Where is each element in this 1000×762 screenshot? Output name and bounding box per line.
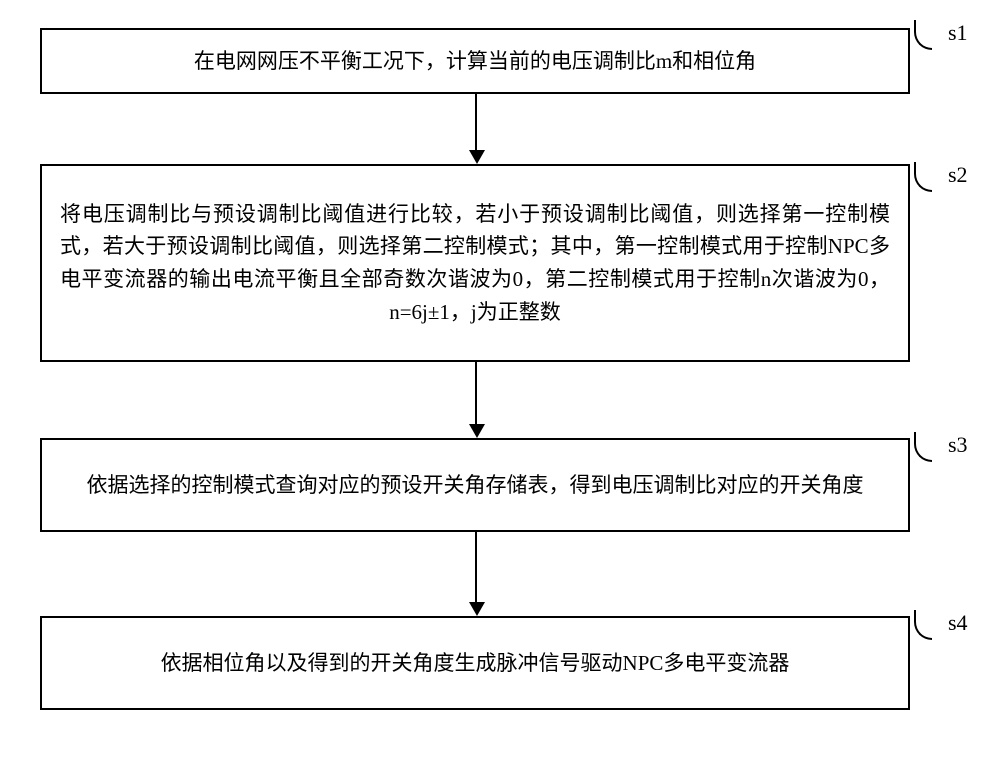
arrow-head-2 (469, 424, 485, 438)
arrow-head-1 (469, 150, 485, 164)
step-box-s4: 依据相位角以及得到的开关角度生成脉冲信号驱动NPC多电平变流器 (40, 616, 910, 710)
label-connector-s4 (914, 610, 932, 640)
label-connector-s1 (914, 20, 932, 50)
arrow-line-1 (475, 94, 477, 150)
step-box-s2: 将电压调制比与预设调制比阈值进行比较，若小于预设调制比阈值，则选择第一控制模式，… (40, 164, 910, 362)
step-label-s1: s1 (948, 20, 968, 46)
arrow-head-3 (469, 602, 485, 616)
step-label-s4: s4 (948, 610, 968, 636)
label-connector-s2 (914, 162, 932, 192)
step-box-s3: 依据选择的控制模式查询对应的预设开关角存储表，得到电压调制比对应的开关角度 (40, 438, 910, 532)
step-text-s2: 将电压调制比与预设调制比阈值进行比较，若小于预设调制比阈值，则选择第一控制模式，… (60, 198, 890, 328)
arrow-line-3 (475, 532, 477, 602)
step-label-s2: s2 (948, 162, 968, 188)
step-text-s4: 依据相位角以及得到的开关角度生成脉冲信号驱动NPC多电平变流器 (161, 647, 790, 680)
step-text-s3: 依据选择的控制模式查询对应的预设开关角存储表，得到电压调制比对应的开关角度 (87, 469, 864, 502)
step-box-s1: 在电网网压不平衡工况下，计算当前的电压调制比m和相位角 (40, 28, 910, 94)
flowchart-container: 在电网网压不平衡工况下，计算当前的电压调制比m和相位角 s1 将电压调制比与预设… (0, 0, 1000, 762)
label-connector-s3 (914, 432, 932, 462)
step-text-s1: 在电网网压不平衡工况下，计算当前的电压调制比m和相位角 (194, 45, 756, 78)
step-label-s3: s3 (948, 432, 968, 458)
arrow-line-2 (475, 362, 477, 424)
